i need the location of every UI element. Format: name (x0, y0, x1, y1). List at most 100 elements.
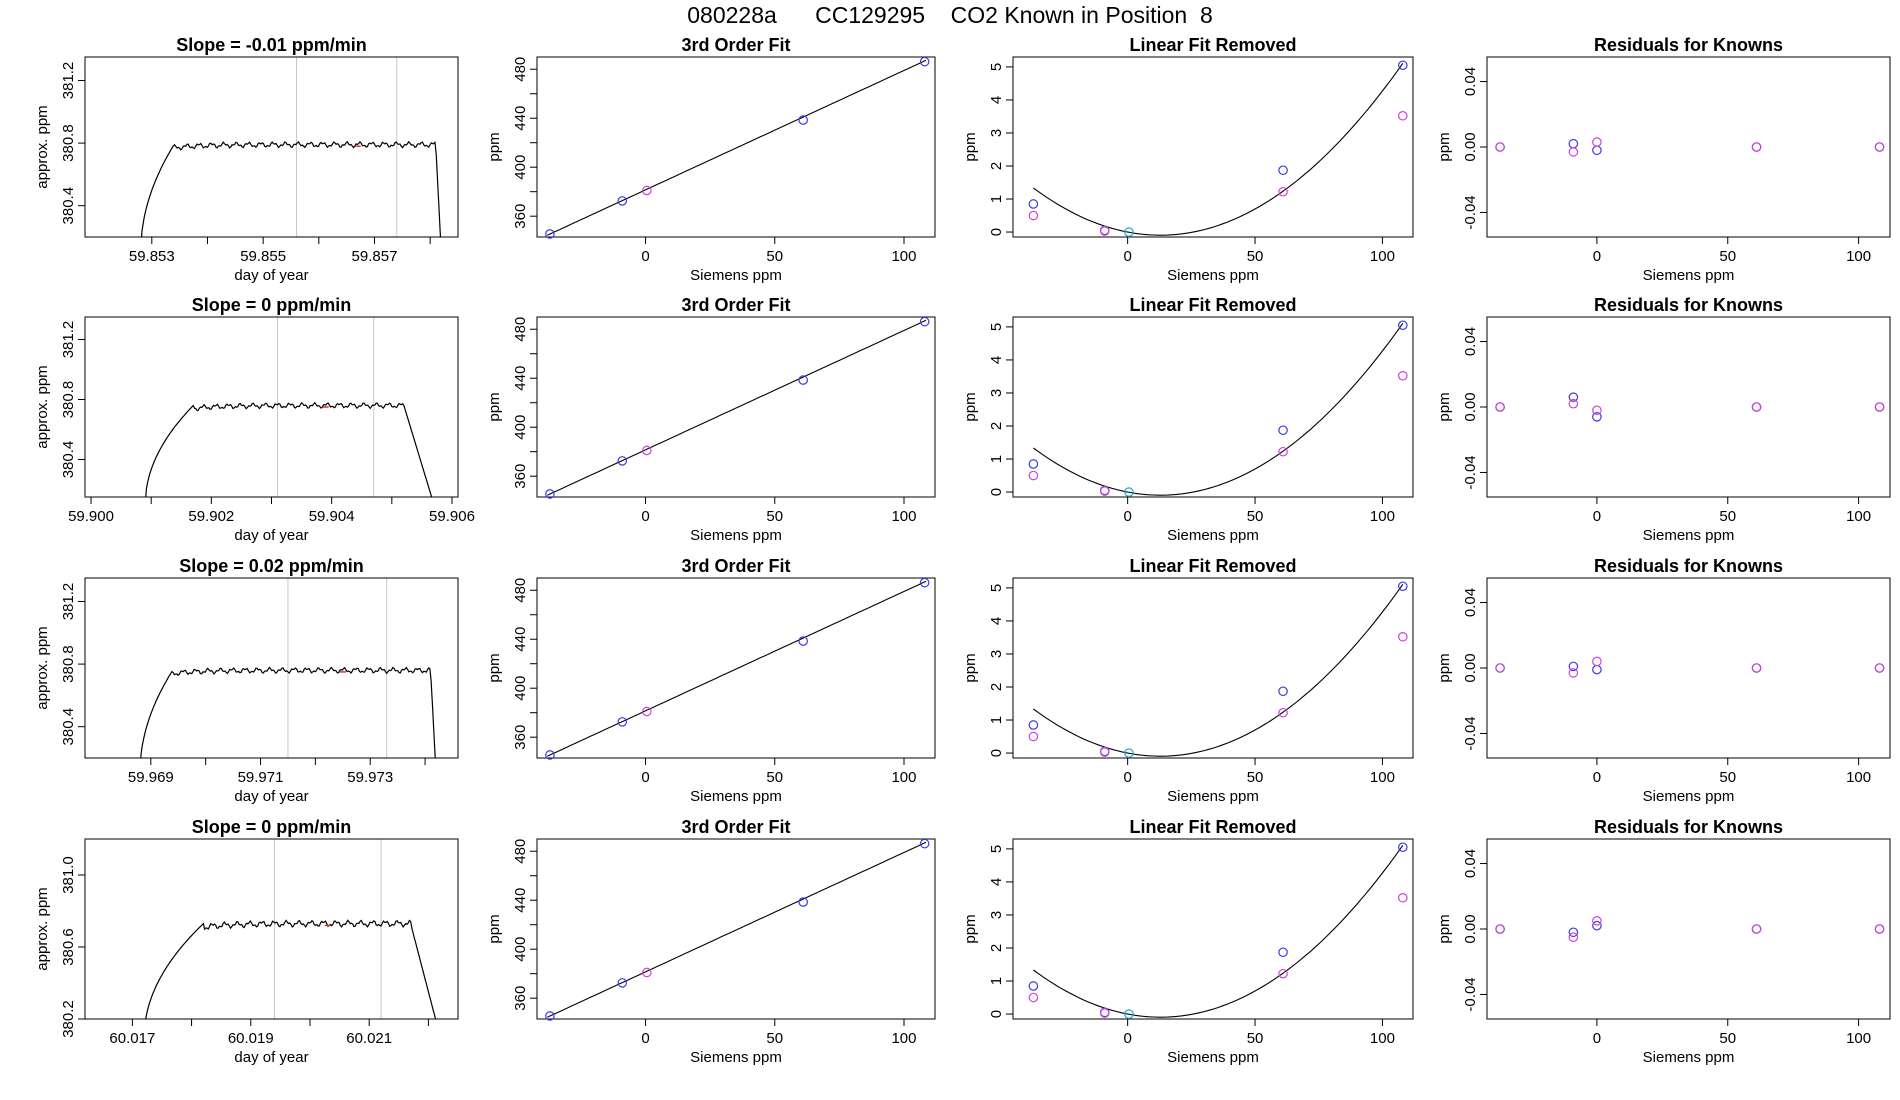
y-axis-label: ppm (486, 392, 503, 421)
x-tick-label: 59.902 (188, 508, 234, 525)
plot-frame (84, 56, 459, 238)
panel-title: Slope = 0 ppm/min (192, 295, 352, 315)
panel-title: 3rd Order Fit (681, 556, 790, 576)
x-tick-label: 100 (891, 508, 916, 525)
y-axis-label: approx. ppm (34, 887, 51, 970)
x-tick-label: 60.021 (346, 1030, 392, 1047)
y-axis-label: approx. ppm (34, 365, 51, 448)
x-axis-label: Siemens ppm (1167, 1049, 1259, 1066)
y-tick-label: 0.04 (1462, 67, 1479, 96)
panel-title: Residuals for Knowns (1594, 556, 1783, 576)
y-tick-label: 440 (512, 888, 529, 913)
y-tick-label: 2 (988, 683, 1005, 691)
x-tick-label: 0 (641, 769, 649, 786)
x-tick-label: 59.900 (68, 508, 114, 525)
plot-frame (1486, 56, 1891, 238)
y-tick-label: 440 (512, 627, 529, 652)
data-point-unknown (1124, 227, 1134, 237)
data-point-knowns (1568, 661, 1579, 672)
x-tick-label: 0 (1123, 769, 1131, 786)
y-tick-label: 480 (512, 317, 529, 342)
data-point-knowns (1278, 947, 1288, 958)
y-tick-label: 0.00 (1462, 132, 1479, 161)
panel-title: Residuals for Knowns (1594, 35, 1783, 55)
y-tick-label: 380.2 (60, 1000, 77, 1038)
x-axis-label: Siemens ppm (1643, 527, 1735, 544)
fit-curve (547, 59, 927, 236)
data-point-unknown (642, 185, 652, 196)
plot-frame (1012, 838, 1414, 1020)
data-point-knowns (919, 838, 930, 849)
y-tick-label: 0 (988, 1010, 1005, 1018)
x-axis-label: day of year (234, 1049, 308, 1066)
panel-title: Slope = 0.02 ppm/min (179, 556, 364, 576)
data-point-knowns (1568, 392, 1579, 402)
plot-frame (536, 316, 936, 498)
panel-r1-c1: 3rd Order Fit 0 50 100 360 400 440 480 Siemens p… (486, 295, 936, 544)
fit-curve (1033, 844, 1404, 1018)
data-point-second (1099, 486, 1110, 496)
panel-r2-c2: Linear Fit Removed 0 50 100 0 1 2 3 4 5 Siemens pp… (962, 556, 1414, 805)
x-axis-label: day of year (234, 267, 308, 284)
x-tick-label: 100 (1846, 1030, 1871, 1047)
y-tick-label: 1 (988, 195, 1005, 203)
data-point-second (1495, 402, 1505, 412)
data-point-second (1568, 398, 1579, 409)
data-point-knowns (1398, 320, 1408, 331)
plot-frame (536, 56, 936, 238)
x-tick-label: 100 (891, 1030, 916, 1047)
x-tick-label: 100 (891, 248, 916, 265)
data-point-knowns (1028, 459, 1039, 469)
y-tick-label: 400 (512, 676, 529, 701)
x-tick-label: 50 (766, 769, 783, 786)
x-axis-label: Siemens ppm (1167, 527, 1259, 544)
y-tick-label: 5 (988, 845, 1005, 853)
data-point-knowns (545, 229, 555, 239)
x-tick-label: 0 (641, 508, 649, 525)
x-axis-label: Siemens ppm (690, 527, 782, 544)
data-point-second (1028, 470, 1039, 481)
y-tick-label: 360 (512, 464, 529, 489)
panel-r3-c3: Residuals for Knowns 0 50 100 -0.04 0.00 0.04 S… (1436, 817, 1891, 1066)
panel-r2-c0: Slope = 0.02 ppm/min 59.969 59.971 59.973 38… (34, 556, 459, 805)
y-tick-label: 381.2 (60, 583, 77, 621)
y-tick-label: 360 (512, 204, 529, 229)
y-tick-label: 381.2 (60, 62, 77, 100)
x-axis-label: Siemens ppm (1643, 788, 1735, 805)
data-point-knowns (798, 115, 808, 125)
x-tick-label: 100 (1370, 1030, 1395, 1047)
y-tick-label: 3 (988, 911, 1005, 919)
y-tick-label: 0.00 (1462, 392, 1479, 421)
x-axis-label: Siemens ppm (1643, 1049, 1735, 1066)
data-point-second (1874, 142, 1885, 152)
data-point-second (1751, 142, 1762, 152)
fit-curve (547, 841, 927, 1018)
panel-r0-c1: 3rd Order Fit 0 50 100 360 400 440 480 Siemens p… (486, 35, 936, 284)
data-point-unknown (1124, 1009, 1134, 1019)
y-tick-label: 0.04 (1462, 849, 1479, 878)
x-tick-label: 0 (1593, 769, 1601, 786)
data-point-knowns (1028, 199, 1039, 209)
x-tick-label: 59.853 (129, 248, 175, 265)
data-point-knowns (1398, 842, 1408, 853)
panel-r3-c0: Slope = 0 ppm/min 60.017 60.019 60.021 380.2… (34, 817, 459, 1066)
y-tick-label: 400 (512, 937, 529, 962)
y-tick-label: 0.00 (1462, 653, 1479, 682)
data-point-knowns (798, 897, 808, 907)
x-axis-label: Siemens ppm (690, 1049, 782, 1066)
data-point-knowns (617, 978, 628, 988)
panel-r2-c1: 3rd Order Fit 0 50 100 360 400 440 480 Siemens p… (486, 556, 936, 805)
y-tick-label: 5 (988, 323, 1005, 331)
x-tick-label: 59.906 (429, 508, 475, 525)
x-axis-label: Siemens ppm (1643, 267, 1735, 284)
y-tick-label: 381.2 (60, 321, 77, 359)
data-point-knowns (798, 636, 808, 646)
x-tick-label: 60.019 (228, 1030, 274, 1047)
y-tick-label: 360 (512, 986, 529, 1011)
panel-r0-c2: Linear Fit Removed 0 50 100 0 1 2 3 4 5 Siemens pp… (962, 35, 1414, 284)
plot-frame (1486, 316, 1891, 498)
panel-r2-c3: Residuals for Knowns 0 50 100 -0.04 0.00 0.04 S… (1436, 556, 1891, 805)
y-tick-label: 1 (988, 716, 1005, 724)
y-tick-label: 0.04 (1462, 588, 1479, 617)
data-point-unknown (1124, 487, 1134, 497)
